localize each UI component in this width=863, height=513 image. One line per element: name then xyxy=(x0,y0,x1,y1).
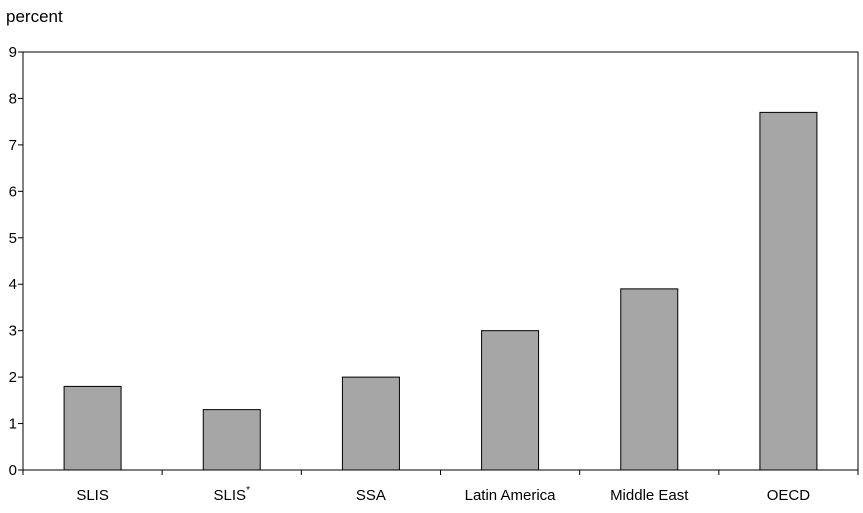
y-tick-label: 3 xyxy=(9,323,17,340)
bar xyxy=(759,111,818,471)
y-tick-label: 8 xyxy=(9,90,17,107)
y-tick-label: 7 xyxy=(9,137,17,154)
plot-area: 0 1 2 3 4 5 6 7 8 9 SLIS SLIS* SSA Latin America Middl… xyxy=(9,44,859,504)
x-tick-label: SSA xyxy=(356,487,386,504)
y-tick-label: 4 xyxy=(9,276,17,293)
y-axis-label: percent xyxy=(6,7,63,26)
y-tick-label: 0 xyxy=(9,462,17,479)
bar xyxy=(620,288,679,471)
y-tick-label: 9 xyxy=(9,44,17,61)
bar xyxy=(481,330,540,471)
x-tick-label: SLIS* xyxy=(214,485,251,504)
y-tick-label: 5 xyxy=(9,230,17,247)
bar xyxy=(202,409,261,471)
bar xyxy=(63,385,122,471)
plot-frame xyxy=(22,51,859,471)
y-tick-label: 2 xyxy=(9,369,17,386)
x-tick-label: SLIS xyxy=(76,487,109,504)
bar xyxy=(341,376,400,471)
x-tick-label: Latin America xyxy=(465,487,557,504)
y-tick-label: 6 xyxy=(9,183,17,200)
y-tick-label: 1 xyxy=(9,416,17,433)
x-tick-label: OECD xyxy=(767,487,811,504)
x-tick-label: Middle East xyxy=(610,487,689,504)
